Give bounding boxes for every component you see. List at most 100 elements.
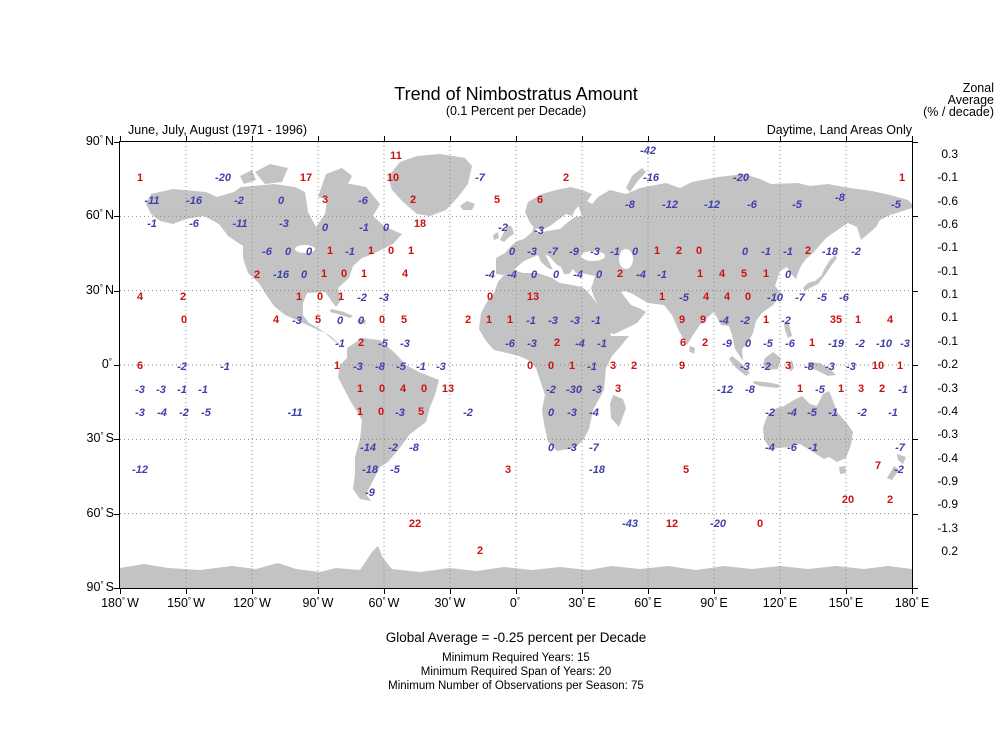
map-value: 1 [295, 291, 303, 303]
map-value: -1 [657, 269, 667, 281]
tick-mark [582, 136, 583, 141]
map-value: 1 [898, 172, 906, 184]
degree-symbol: ° [582, 596, 586, 605]
map-value: -9 [722, 338, 732, 350]
lon-value: 150 [828, 596, 850, 610]
lat-value: 60 [86, 505, 101, 520]
lat-axis-label: 60° N [58, 208, 114, 222]
map-value: -1 [828, 407, 838, 419]
zonal-head-line3: (% / decade) [923, 105, 994, 119]
lon-value: 90 [302, 596, 317, 610]
map-value: -8 [375, 361, 385, 373]
map-value: 0 [547, 442, 555, 454]
map-value: -3 [740, 361, 750, 373]
hemisphere: W [453, 596, 466, 610]
tick-mark [114, 216, 119, 218]
map-value: 2 [701, 337, 709, 349]
map-value: -2 [740, 315, 750, 327]
map-value: 3 [614, 383, 622, 395]
degree-symbol: ° [448, 596, 452, 605]
map-value: 0 [547, 407, 555, 419]
zonal-average-value: -0.6 [937, 193, 958, 208]
map-value: 4 [136, 291, 144, 303]
zonal-average-value: -0.1 [937, 263, 958, 278]
map-value: -1 [345, 246, 355, 258]
map-value: -5 [763, 338, 773, 350]
map-value: -11 [287, 407, 303, 419]
lon-axis-label: 60° W [352, 596, 416, 610]
map-value: -3 [590, 246, 600, 258]
map-value: -2 [781, 315, 791, 327]
map-value: 11 [390, 150, 402, 162]
japan [803, 255, 837, 291]
map-value: 2 [878, 383, 886, 395]
map-value: -18 [362, 464, 378, 476]
map-value: 1 [337, 291, 345, 303]
map-value: -3 [292, 315, 302, 327]
map-value: -30 [566, 384, 582, 396]
tick-mark [114, 587, 119, 589]
hemisphere: E [788, 596, 798, 610]
degree-symbol: ° [849, 596, 853, 605]
map-value: 2 [804, 245, 812, 257]
tick-mark [714, 589, 715, 594]
eurasia [496, 174, 912, 361]
tick-mark [252, 136, 253, 141]
lat-value: 0 [101, 356, 109, 371]
map-value: 0 [277, 195, 285, 207]
zonal-average-value: -0.6 [937, 217, 958, 232]
tick-mark [846, 136, 847, 141]
antarctica [120, 546, 912, 588]
map-value: -19 [828, 338, 844, 350]
tick-mark [648, 136, 649, 141]
map-value: -2 [388, 442, 398, 454]
map-value: -11 [232, 218, 248, 230]
map-value: 0 [595, 269, 603, 281]
tick-mark [114, 142, 119, 143]
map-value: -5 [891, 199, 901, 211]
map-value: -12 [132, 464, 148, 476]
map-value: -4 [636, 269, 646, 281]
map-value: -5 [792, 199, 802, 211]
map-value: 1 [896, 360, 904, 372]
map-value: 7 [874, 460, 882, 472]
map-value: 0 [508, 246, 516, 258]
map-value: 4 [723, 291, 731, 303]
map-value: -12 [717, 384, 733, 396]
lon-axis-label: 180° E [880, 596, 944, 610]
map-value: -11 [144, 195, 160, 207]
map-value: -6 [747, 199, 757, 211]
map-value: 4 [401, 268, 409, 280]
hemisphere: N [104, 208, 114, 223]
caribbean-islands [330, 309, 366, 324]
lon-value: 60 [368, 596, 383, 610]
map-value: 2 [553, 337, 561, 349]
map-value: 18 [413, 218, 427, 230]
map-value: 5 [314, 314, 322, 326]
great-lakes [295, 245, 315, 253]
hemisphere: N [104, 282, 114, 297]
map-value: 0 [336, 315, 344, 327]
map-value: -5 [378, 338, 388, 350]
lat-axis-label: 30° S [58, 431, 114, 445]
map-value: -3 [570, 315, 580, 327]
map-value: -10 [767, 292, 783, 304]
tick-mark [450, 136, 451, 141]
map-value: -1 [591, 315, 601, 327]
map-value: 1 [762, 268, 770, 280]
map-value: -2 [463, 407, 473, 419]
hemisphere: E [719, 596, 728, 610]
hemisphere: E [854, 596, 864, 610]
hemisphere: E [587, 596, 596, 610]
tick-mark [516, 136, 517, 141]
zonal-average-value: 0.1 [941, 287, 958, 302]
map-value: 0 [695, 245, 703, 257]
map-value: 3 [609, 360, 617, 372]
lon-axis-label: 150° W [154, 596, 218, 610]
degree-symbol: ° [516, 596, 521, 605]
map-value: -1 [597, 338, 607, 350]
degree-symbol: ° [99, 134, 103, 143]
north-america [146, 184, 402, 348]
map-value: -4 [573, 269, 583, 281]
map-value: 1 [837, 383, 845, 395]
